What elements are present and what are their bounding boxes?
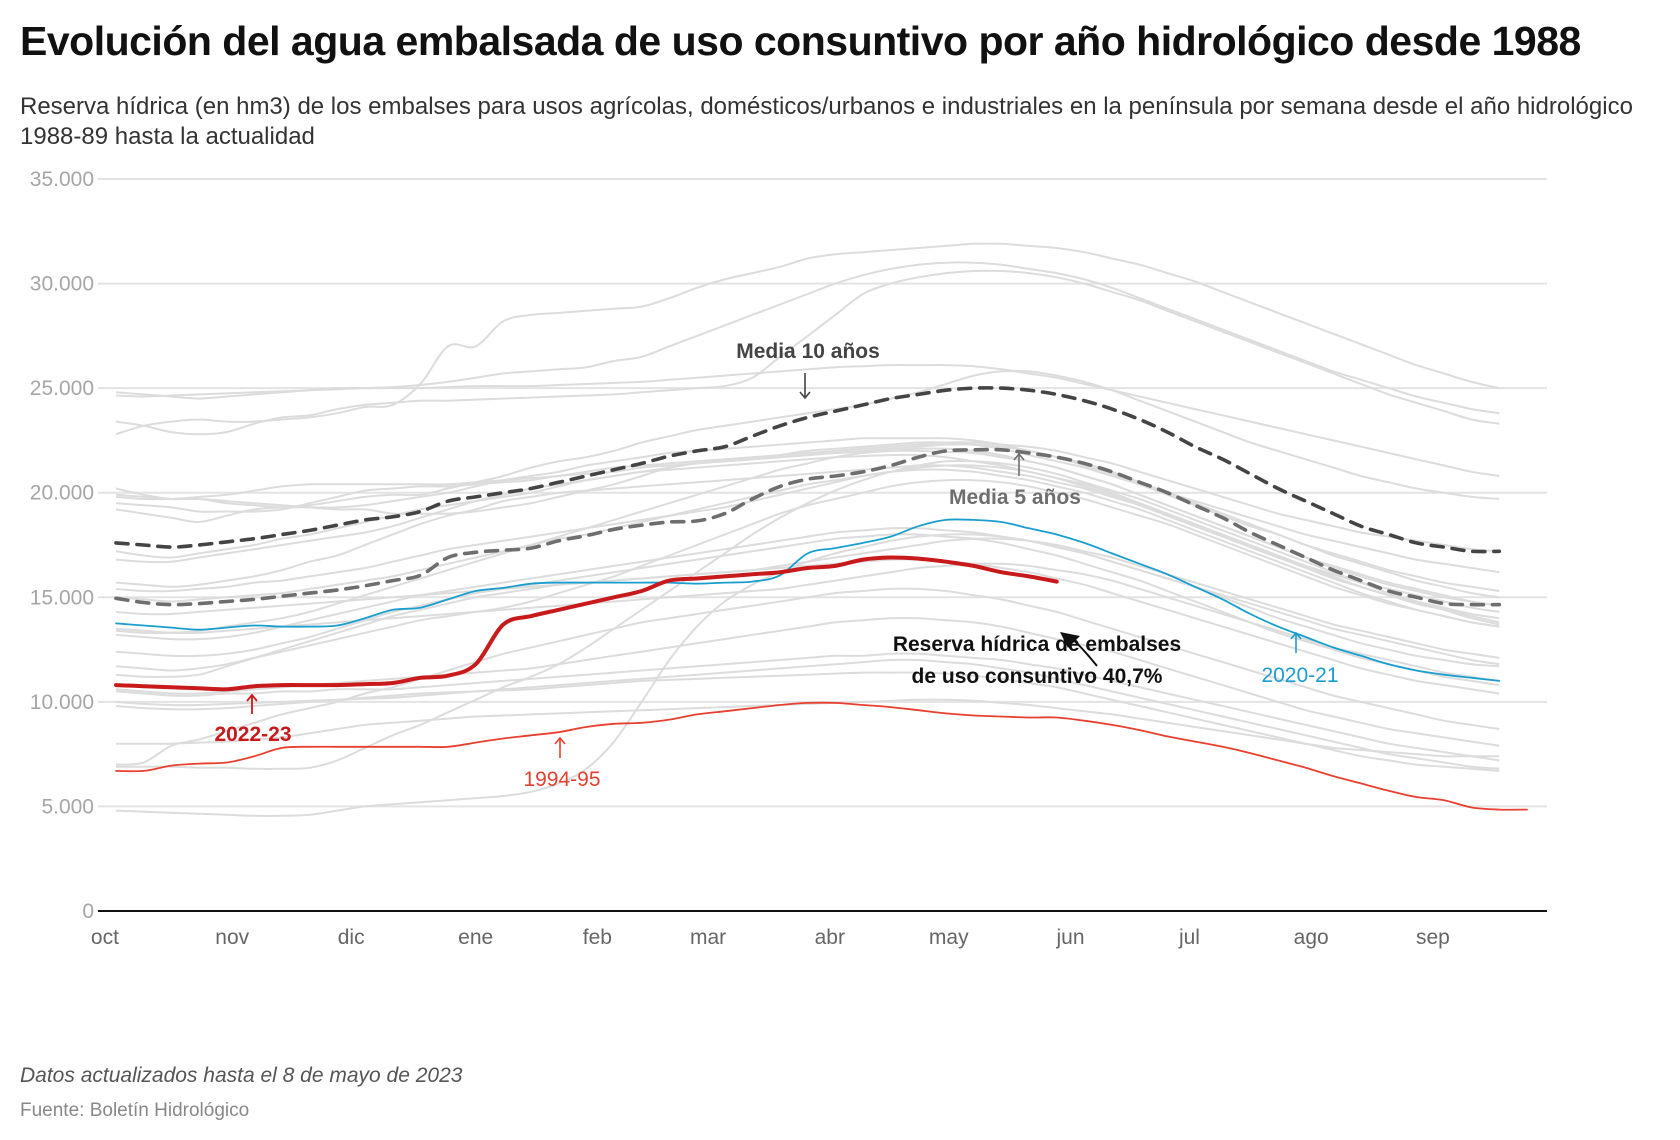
x-tick-label: oct [91, 926, 119, 949]
source-note: Fuente: Boletín Hidrológico [20, 1100, 250, 1121]
series-line-year-ac [115, 447, 1500, 635]
x-axis-ticks: oct nov dic ene feb mar abr may jun jul ago sep [91, 926, 1450, 949]
arrow-down-icon [799, 373, 811, 400]
series-line-year-x [116, 698, 1500, 758]
grid-lines [98, 178, 1547, 808]
series-line-year-ab [115, 478, 1500, 672]
series-line-year-b [115, 261, 1500, 415]
series-line-year-p [115, 562, 1500, 682]
series-line-year-u [115, 652, 1500, 762]
x-tick-label: ene [458, 926, 493, 949]
series-line-year-t [115, 616, 1500, 747]
y-tick-label: 5.000 [41, 795, 94, 818]
x-tick-label: sep [1416, 926, 1450, 949]
series-line-year-l [115, 464, 1500, 620]
y-tick-label: 10.000 [30, 691, 94, 714]
x-tick-label: jul [1178, 926, 1200, 949]
series-line-year-n [115, 468, 1500, 628]
y-tick-label: 25.000 [30, 377, 94, 400]
series-line-year-s [115, 558, 1500, 695]
series-line-year-z [116, 459, 1500, 770]
series-line-year-d [115, 269, 1500, 436]
series-line-1994-95 [115, 701, 1528, 811]
series-line-year-r [115, 533, 1500, 687]
annotation-1994-95: 1994-95 [523, 768, 600, 791]
y-tick-label: 15.000 [30, 586, 94, 609]
annotation-media-10: Media 10 años [736, 340, 880, 363]
arrow-up-icon [554, 736, 566, 758]
arrow-up-icon [246, 693, 258, 714]
series-line-2022-23 [114, 555, 1059, 692]
arrow-up-icon [1013, 452, 1025, 476]
annotation-2020-21: 2020-21 [1261, 664, 1338, 687]
annotation-media-5: Media 5 años [949, 486, 1081, 509]
chart-subtitle: Reserva hídrica (en hm3) de los embalses… [20, 93, 1633, 150]
series-line-year-e [115, 369, 1500, 509]
series-line-year-y [115, 587, 1500, 766]
annotation-reserva-line-1: Reserva hídrica de embalses [893, 633, 1181, 656]
annotation-reserva-line-2: de uso consuntivo 40,7% [912, 665, 1163, 688]
series-line-2020-21 [115, 518, 1501, 682]
x-tick-label: feb [583, 926, 612, 949]
arrow-up-icon [1290, 631, 1302, 653]
x-tick-label: ago [1294, 926, 1329, 949]
update-note: Datos actualizados hasta el 8 de mayo de… [20, 1064, 463, 1087]
series-line-year-g [115, 441, 1500, 574]
y-axis-ticks: 0 5.000 10.000 15.000 20.000 25.000 30.000 35.0… [30, 168, 94, 923]
y-tick-label: 30.000 [30, 273, 94, 296]
series-line-year-k [115, 453, 1500, 613]
series-line-year-i [115, 437, 1500, 592]
series-line-year-f [115, 441, 1500, 553]
x-tick-label: nov [215, 926, 249, 949]
y-tick-label: 35.000 [30, 168, 94, 191]
chart-title: Evolución del agua embalsada de uso cons… [20, 18, 1581, 64]
highlight-lines [114, 386, 1528, 811]
x-tick-label: jun [1055, 926, 1084, 949]
series-line-year-q [115, 527, 1500, 666]
x-tick-label: may [929, 926, 969, 949]
series-line-media-10-años [114, 386, 1502, 554]
x-tick-label: mar [690, 926, 726, 949]
y-tick-label: 0 [82, 900, 94, 923]
series-line-year-m [115, 464, 1500, 624]
background-year-lines [115, 242, 1500, 817]
series-line-year-aa [115, 533, 1500, 817]
y-tick-label: 20.000 [30, 482, 94, 505]
x-tick-label: abr [815, 926, 845, 949]
arrowhead-icon [1060, 632, 1080, 648]
series-line-year-c [115, 242, 1500, 436]
annotation-2022-23: 2022-23 [214, 723, 291, 746]
series-line-media-5-años [114, 447, 1502, 607]
x-tick-label: dic [338, 926, 365, 949]
